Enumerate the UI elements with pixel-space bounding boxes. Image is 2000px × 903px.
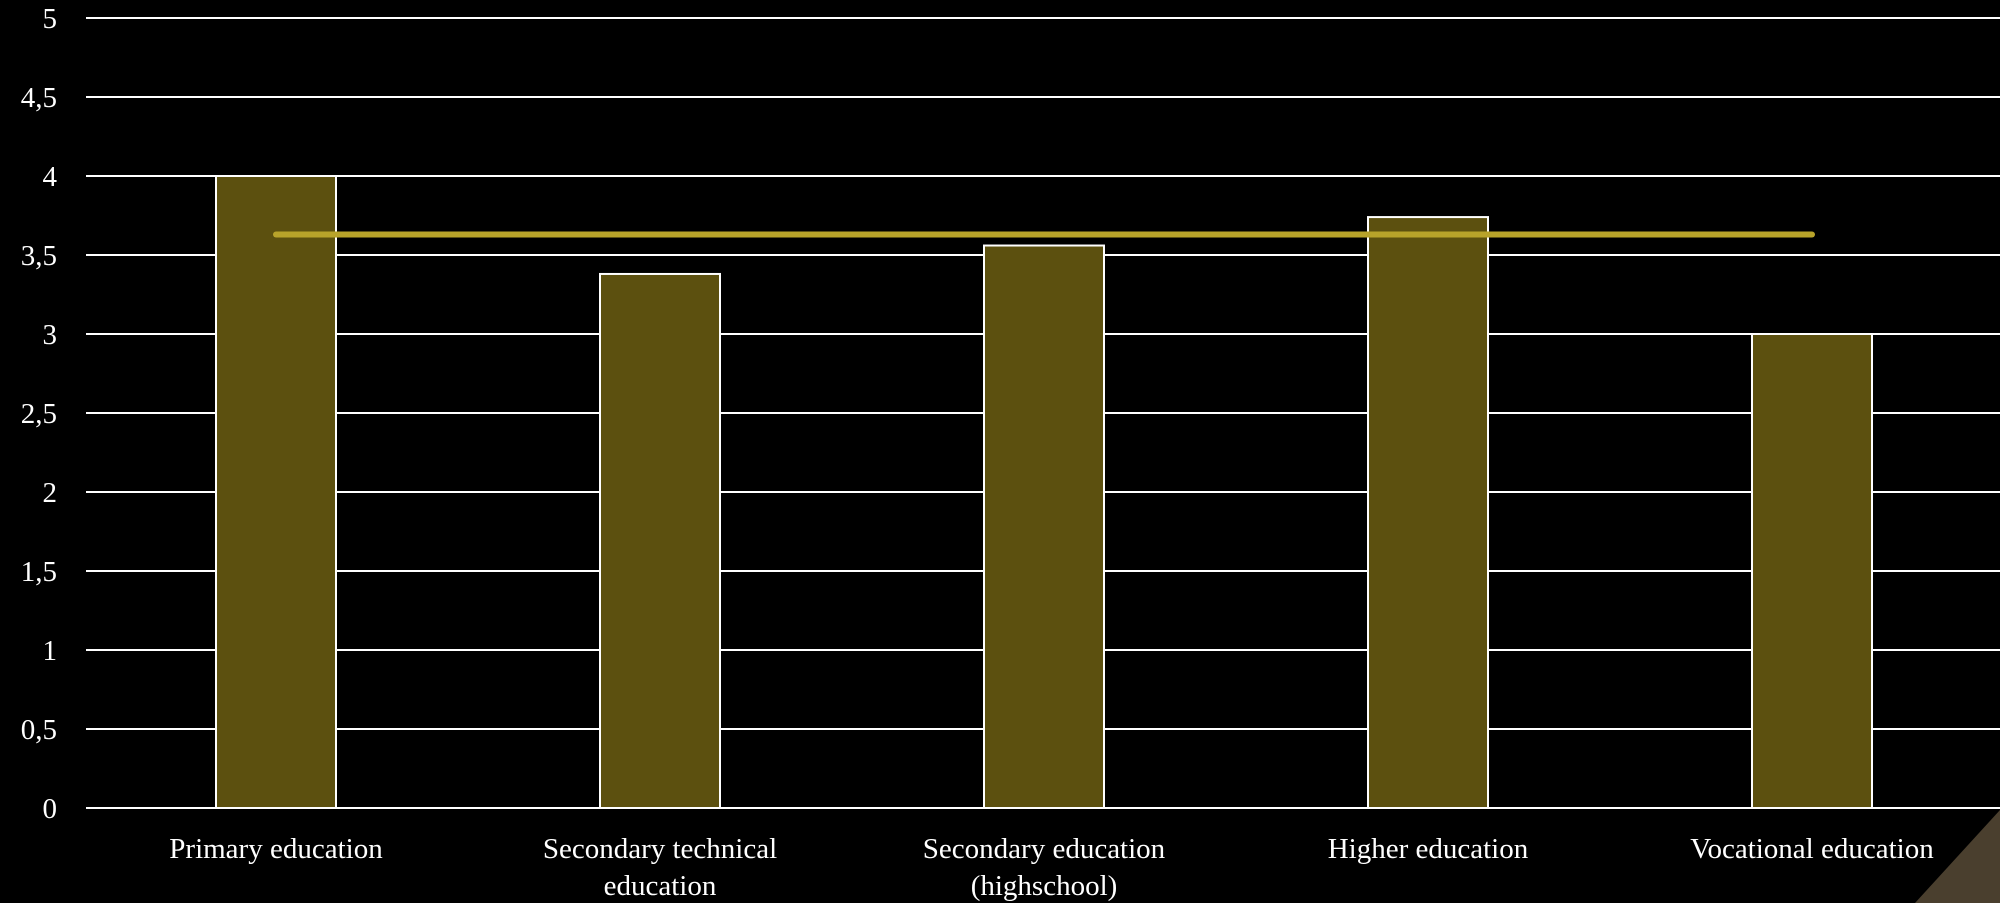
y-tick-label: 3 bbox=[43, 319, 58, 351]
y-tick-label: 4 bbox=[43, 161, 58, 193]
gridlines bbox=[86, 17, 2000, 809]
y-tick-label: 3,5 bbox=[21, 240, 57, 272]
y-tick-label: 0,5 bbox=[21, 714, 57, 746]
x-tick-label: Higher education bbox=[1328, 833, 1529, 865]
y-tick-label: 1,5 bbox=[21, 556, 57, 588]
bar-2 bbox=[983, 244, 1105, 809]
y-axis-ticks: 0 0,5 1 1,5 2 2,5 3 3,5 4 4,5 5 bbox=[21, 3, 58, 825]
bar-1 bbox=[599, 272, 721, 809]
bar-0 bbox=[215, 175, 337, 809]
bar-4 bbox=[1751, 333, 1873, 809]
y-tick-label: 2 bbox=[43, 477, 58, 509]
x-tick-label: Secondary technical education bbox=[543, 833, 777, 902]
y-tick-label: 2,5 bbox=[21, 398, 57, 430]
x-axis-ticks: Primary education Secondary technical educ… bbox=[169, 833, 1934, 902]
bar-3 bbox=[1367, 216, 1489, 809]
x-tick-label: Secondary education (highschool) bbox=[923, 833, 1166, 902]
y-tick-label: 1 bbox=[43, 635, 58, 667]
y-tick-label: 0 bbox=[43, 793, 58, 825]
y-tick-label: 4,5 bbox=[21, 82, 57, 114]
bars bbox=[215, 175, 1873, 809]
corner-accent-shape bbox=[1915, 810, 2000, 903]
x-tick-label: Vocational education bbox=[1690, 833, 1934, 865]
x-tick-label: Primary education bbox=[169, 833, 383, 865]
y-tick-label: 5 bbox=[43, 3, 58, 35]
